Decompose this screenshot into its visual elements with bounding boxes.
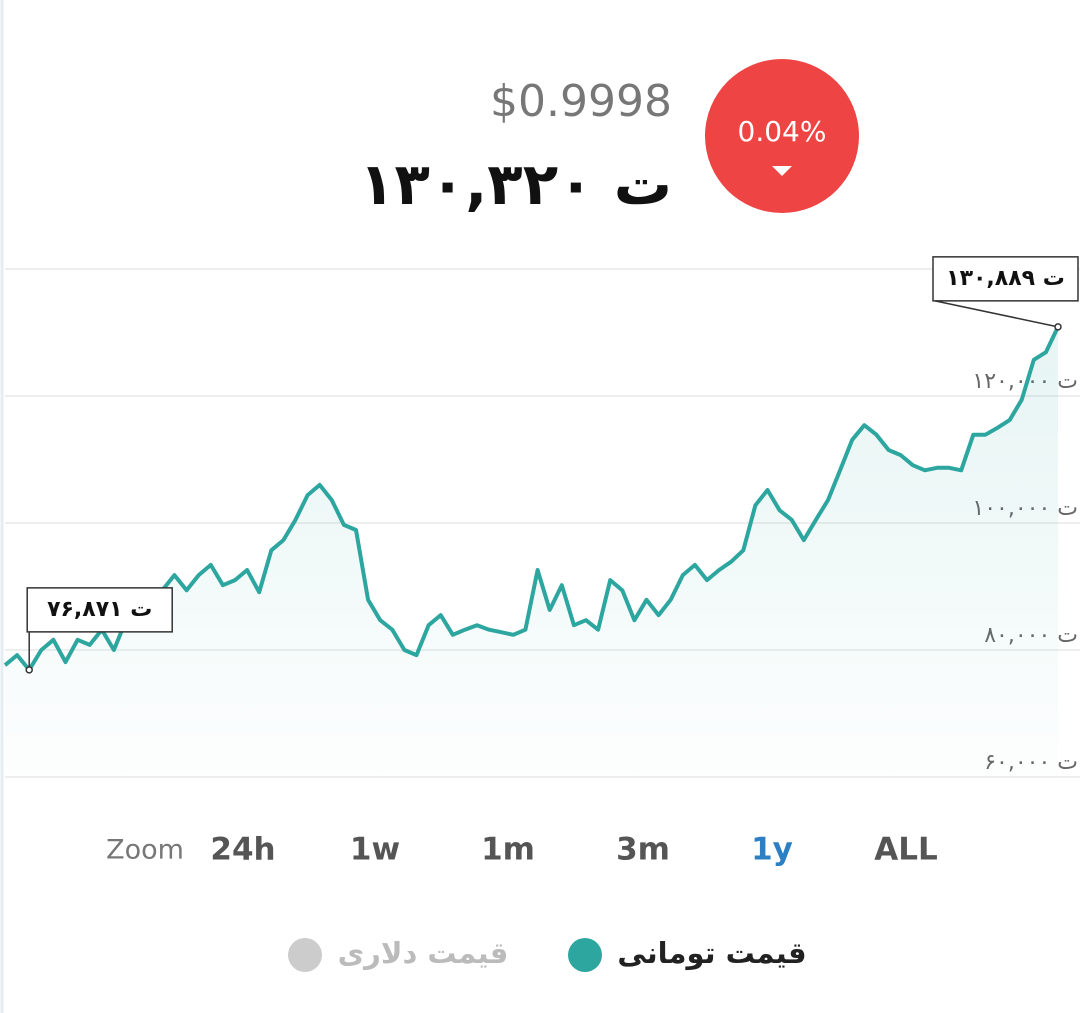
legend-swatch[interactable]	[288, 938, 322, 972]
legend-label[interactable]: قیمت تومانی	[617, 936, 806, 970]
legend-swatch[interactable]	[568, 938, 602, 972]
zoom-option[interactable]: 1w	[350, 832, 400, 868]
zoom-option[interactable]: 24h	[210, 832, 275, 868]
annotation-label: ۷۶,۸۷۱ ت	[47, 597, 152, 622]
toman-price: ۱۳۰,۳۲۰ ت	[359, 150, 672, 218]
annotation-leader	[934, 300, 1059, 328]
annotation-point	[25, 666, 33, 674]
line	[3, 326, 1060, 672]
change-value: 0.04%	[738, 115, 827, 148]
zoom-option[interactable]: ALL	[874, 832, 938, 868]
zoom-option[interactable]: 1y	[751, 832, 793, 868]
zoom-option[interactable]: 1m	[481, 832, 535, 868]
area	[5, 326, 1058, 777]
annotation-point	[1054, 323, 1062, 331]
zoom-label: Zoom	[106, 835, 184, 866]
zoom-option[interactable]: 3m	[616, 832, 670, 868]
legend-label[interactable]: قیمت دلاری	[338, 936, 509, 970]
annotation-label: ۱۳۰,۸۸۹ ت	[946, 266, 1065, 291]
down-arrow	[772, 166, 792, 176]
usd-price: $0.9998	[490, 76, 672, 127]
annotation-box	[26, 587, 173, 633]
change-badge	[705, 59, 859, 213]
zoom-options: 24h 1w 1m 3m 1y ALL	[210, 832, 937, 868]
legend: قیمت تومانی قیمت دلاری	[288, 936, 807, 972]
annotation-box	[932, 256, 1079, 302]
